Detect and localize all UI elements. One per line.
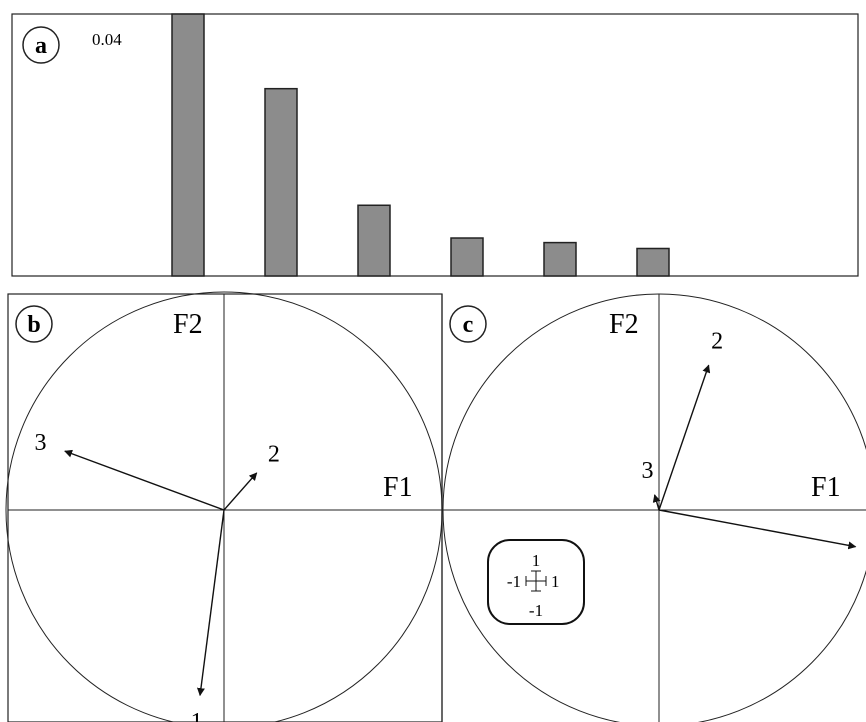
panel-b-vector-3 — [64, 449, 225, 511]
scale-label-left: -1 — [507, 572, 521, 591]
panel-a-frame — [11, 13, 859, 277]
bar-2 — [264, 87, 298, 277]
panel-c-correlation-circle: c F2 F1 1 2 3 1 -1 -1 1 — [441, 293, 866, 722]
panel-c-vector-1 — [658, 509, 857, 550]
panel-b-vector-label-2: 2 — [268, 441, 280, 467]
scale-reference-box: 1 -1 -1 1 — [487, 539, 585, 625]
bar-3 — [357, 204, 391, 277]
panel-b-label: b — [27, 312, 40, 338]
panel-b-vectors: 1 2 3 — [34, 430, 279, 722]
panel-b-vector-1 — [196, 509, 225, 697]
scale-box-frame — [487, 539, 585, 625]
panel-b-correlation-circle: b F2 F1 1 2 3 — [5, 291, 443, 722]
bar-series — [171, 13, 670, 277]
panel-b-label-circle — [15, 305, 53, 343]
bar-5 — [543, 241, 577, 277]
panel-b-vector-2 — [223, 472, 258, 511]
panel-c-xlabel: F1 — [811, 472, 841, 503]
panel-c-vector-2 — [658, 364, 711, 511]
panel-c-unit-circle — [442, 293, 866, 722]
panel-b-vector-label-3: 3 — [34, 430, 46, 456]
panel-c-vector-label-3: 3 — [642, 458, 654, 484]
y-max-tick-label: 0.04 — [92, 30, 122, 49]
panel-c-label: c — [463, 312, 474, 338]
panel-c-label-circle — [449, 305, 487, 343]
scale-label-top: 1 — [532, 551, 541, 570]
panel-c-vector-3 — [652, 494, 661, 511]
panel-c-ylabel: F2 — [609, 309, 639, 340]
scale-label-bottom: -1 — [529, 601, 543, 620]
bar-1 — [171, 13, 205, 277]
scale-label-right: 1 — [551, 572, 560, 591]
bar-6 — [636, 247, 670, 277]
panel-a-bar-chart: a 0.04 — [11, 13, 859, 277]
panel-a-label: a — [35, 33, 47, 59]
panel-c-vectors: 123 — [642, 329, 857, 550]
bar-4 — [450, 237, 484, 277]
panel-b-ylabel: F2 — [173, 309, 203, 340]
panel-b-vector-label-1: 1 — [191, 709, 203, 722]
panel-a-label-circle — [22, 26, 60, 64]
panel-c-vector-label-2: 2 — [711, 329, 723, 355]
panel-b-xlabel: F1 — [383, 472, 413, 503]
